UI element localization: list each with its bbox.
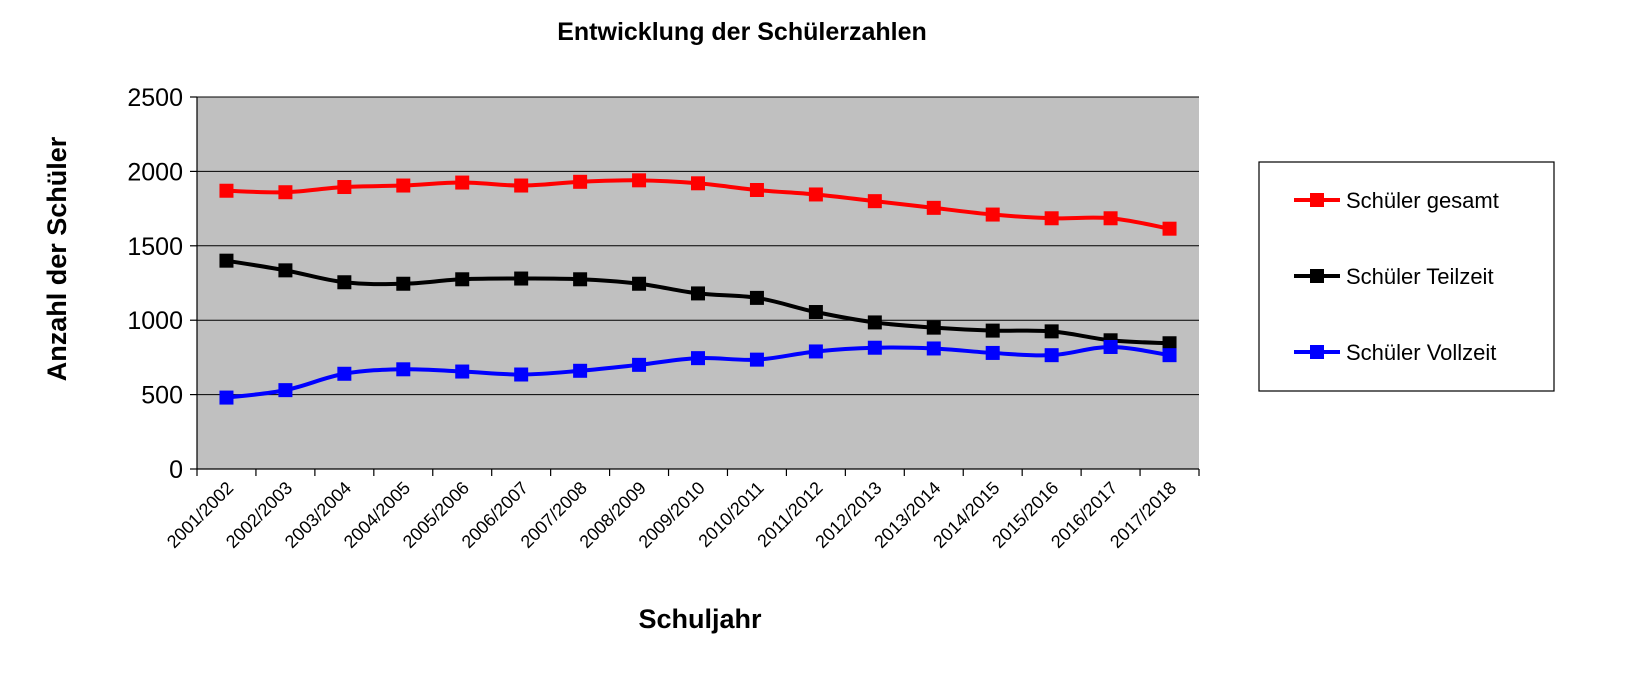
legend-marker bbox=[1310, 345, 1324, 359]
data-point bbox=[867, 315, 882, 330]
data-point bbox=[337, 275, 352, 290]
series-schueler-gesamt bbox=[219, 173, 1177, 236]
data-point bbox=[514, 367, 529, 382]
y-tick-label: 500 bbox=[141, 382, 183, 410]
y-tick-label: 1000 bbox=[127, 307, 183, 335]
y-tick-label: 2000 bbox=[127, 158, 183, 186]
data-point bbox=[632, 357, 647, 372]
data-point bbox=[1162, 348, 1177, 363]
legend-marker bbox=[1310, 193, 1324, 207]
y-axis-title: Anzahl der Schüler bbox=[42, 136, 72, 381]
data-point bbox=[1162, 221, 1177, 236]
y-tick-label: 2500 bbox=[127, 84, 183, 112]
data-point bbox=[455, 272, 470, 287]
data-point bbox=[573, 363, 588, 378]
data-point bbox=[1044, 348, 1059, 363]
data-point bbox=[691, 351, 705, 366]
data-point bbox=[1044, 211, 1059, 226]
data-point bbox=[337, 366, 352, 381]
legend-label: Schüler Vollzeit bbox=[1346, 340, 1496, 365]
data-point bbox=[278, 263, 293, 278]
y-tick-label: 1500 bbox=[127, 233, 183, 261]
data-point bbox=[514, 178, 529, 193]
data-point bbox=[455, 364, 470, 379]
data-point bbox=[985, 207, 1000, 222]
series-schueler-teilzeit bbox=[219, 253, 1177, 351]
data-point bbox=[808, 344, 823, 359]
data-point bbox=[632, 276, 647, 291]
data-point bbox=[808, 305, 823, 320]
data-point bbox=[1044, 324, 1059, 339]
data-point bbox=[573, 272, 588, 287]
data-point bbox=[749, 352, 764, 367]
data-point bbox=[867, 194, 882, 209]
legend-label: Schüler gesamt bbox=[1346, 188, 1499, 213]
data-point bbox=[278, 185, 293, 200]
data-point bbox=[632, 173, 647, 188]
x-axis-ticks: 2001/20022002/20032003/20042004/20052005… bbox=[163, 469, 1200, 552]
data-point bbox=[1162, 336, 1177, 351]
data-point bbox=[691, 176, 705, 191]
data-point bbox=[396, 276, 411, 291]
gridlines bbox=[197, 96, 1199, 396]
data-point bbox=[1103, 211, 1118, 226]
y-axis-ticks: 0 500 1000 1500 2000 2500 bbox=[127, 84, 197, 484]
data-point bbox=[926, 320, 941, 335]
data-point bbox=[396, 362, 411, 377]
data-point bbox=[337, 180, 352, 195]
data-point bbox=[926, 341, 941, 356]
y-tick-label: 0 bbox=[169, 456, 183, 484]
legend: Schüler gesamt Schüler Teilzeit Schüler Vo… bbox=[1258, 161, 1555, 392]
data-point bbox=[219, 390, 234, 405]
data-point bbox=[749, 183, 764, 197]
chart-title: Entwicklung der Schülerzahlen bbox=[557, 18, 927, 46]
data-point bbox=[985, 345, 1000, 360]
axes bbox=[196, 97, 1199, 470]
series-group bbox=[219, 173, 1177, 405]
data-point bbox=[278, 383, 293, 398]
x-axis-title: Schuljahr bbox=[638, 604, 762, 634]
data-point bbox=[691, 286, 705, 301]
legend-label: Schüler Teilzeit bbox=[1346, 264, 1494, 289]
data-point bbox=[926, 200, 941, 215]
series-schueler-vollzeit bbox=[219, 339, 1177, 405]
legend-marker bbox=[1310, 269, 1324, 283]
data-point bbox=[396, 178, 411, 193]
data-point bbox=[808, 187, 823, 202]
data-point bbox=[219, 183, 234, 198]
data-point bbox=[749, 290, 764, 305]
data-point bbox=[455, 175, 470, 190]
data-point bbox=[1103, 339, 1118, 354]
data-point bbox=[867, 340, 882, 355]
data-point bbox=[219, 253, 234, 268]
data-point bbox=[985, 323, 1000, 338]
data-point bbox=[514, 271, 529, 286]
data-point bbox=[573, 174, 588, 189]
